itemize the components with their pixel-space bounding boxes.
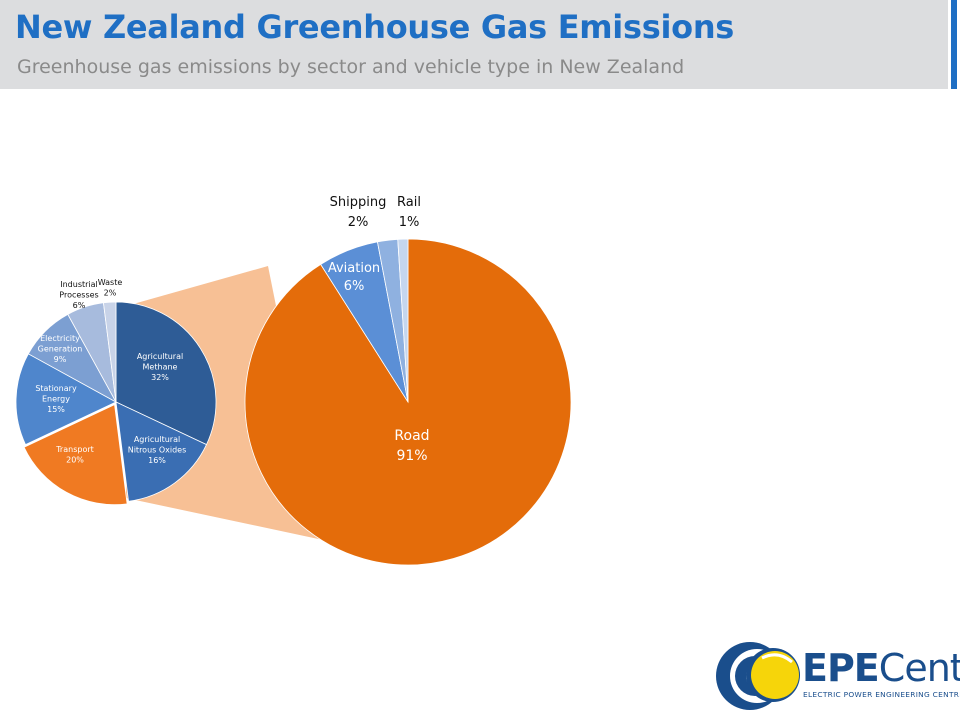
- pie-label-agricultural-nitrous-oxides: Agricultural Nitrous Oxides 16%: [128, 435, 187, 465]
- pie-label-electricity-generation: Electricity Generation 9%: [38, 334, 83, 364]
- page-title: New Zealand Greenhouse Gas Emissions: [15, 8, 735, 46]
- transport-pie: [244, 238, 572, 566]
- pie-slice-waste: [103, 301, 117, 403]
- pie-slice-stationary-energy: [15, 353, 117, 446]
- pie-label-agricultural-methane: Agricultural Methane 32%: [137, 352, 183, 382]
- sector-pie: [15, 301, 217, 505]
- epe-centre-logo-icon: [716, 642, 800, 710]
- pie-labels: Agricultural Methane 32% Agricultural Nitrou…: [35, 195, 429, 465]
- pie-label-aviation: Aviation 6%: [328, 261, 380, 294]
- logo-subtext: ELECTRIC POWER ENGINEERING CENTRE: [803, 690, 960, 699]
- pie-slice-agricultural-methane: [115, 301, 217, 446]
- pie-label-road: Road 91%: [394, 428, 429, 464]
- pie-label-stationary-energy: Stationary Energy 15%: [35, 384, 77, 414]
- logo-wordmark: EPECentre: [802, 646, 960, 690]
- header-bar: [0, 0, 948, 89]
- pie-slice-rail: [397, 238, 409, 403]
- pie-label-rail: Rail 1%: [397, 195, 421, 230]
- pie-label-waste: Waste 2%: [98, 278, 123, 298]
- pie-label-shipping: Shipping 2%: [330, 195, 387, 230]
- pie-label-industrial-processes: Industrial Processes 6%: [59, 280, 98, 310]
- pie-slice-agricultural-nitrous-oxides: [115, 401, 208, 502]
- pie-slice-transport: [23, 404, 128, 505]
- header-accent-bar: [951, 0, 957, 89]
- page-subtitle: Greenhouse gas emissions by sector and v…: [17, 56, 685, 78]
- pie-label-transport: Transport 20%: [55, 445, 94, 465]
